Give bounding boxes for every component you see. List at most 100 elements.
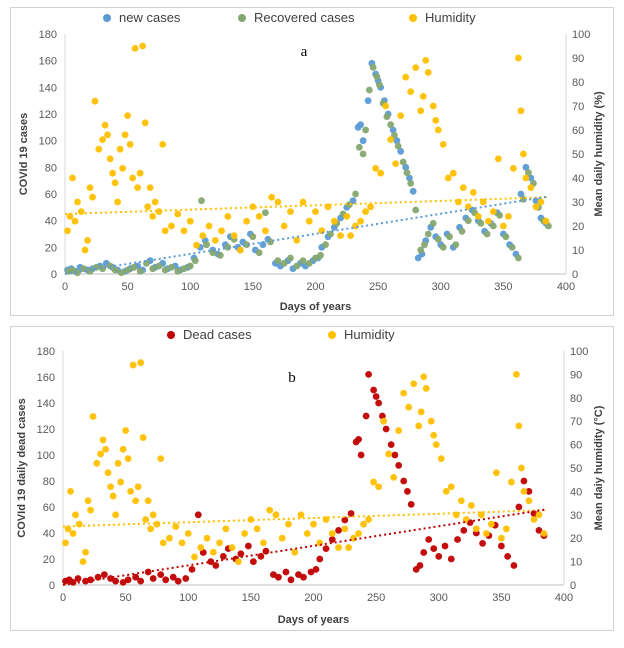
chart-a-point-recovered-cases	[452, 241, 460, 249]
chart-b-point-dead-cases	[420, 549, 428, 556]
chart-a-point-humidity	[419, 93, 427, 100]
chart-a-point-humidity	[119, 165, 127, 172]
chart-b-point-humidity	[117, 478, 125, 486]
chart-a-point-humidity	[224, 213, 232, 220]
chart-a-y-tick-label: 160	[39, 56, 57, 68]
chart-a-y-tick-label: 20	[45, 242, 57, 254]
chart-a-point-recovered-cases	[168, 263, 175, 271]
chart-b-x-tick-label: 400	[555, 592, 573, 604]
chart-b-point-dead-cases	[316, 555, 324, 563]
chart-a-point-humidity	[489, 208, 497, 216]
chart-a-point-humidity	[95, 145, 103, 153]
chart-a-point-recovered-cases	[274, 257, 282, 265]
chart-a-point-humidity	[367, 203, 375, 211]
chart-a-x-tick-label: 200	[306, 281, 324, 293]
chart-a-point-recovered-cases	[224, 243, 232, 251]
chart-a-point-humidity	[527, 184, 535, 192]
chart-b-point-dead-cases	[404, 488, 411, 495]
chart-b-point-humidity	[142, 516, 150, 523]
chart-a-point-humidity	[542, 217, 550, 225]
chart-a-point-recovered-cases	[262, 209, 269, 217]
chart-b-point-humidity	[310, 520, 317, 528]
chart-b-point-dead-cases	[74, 575, 82, 582]
chart-b-point-dead-cases	[262, 547, 270, 555]
chart-a-y2-tick-label: 40	[572, 173, 584, 185]
chart-b-point-humidity	[184, 530, 192, 537]
chart-a-point-humidity	[474, 213, 482, 220]
chart-b-point-humidity	[457, 497, 465, 505]
chart-b-y2-tick-label: 20	[570, 533, 582, 545]
chart-a-point-recovered-cases	[424, 230, 432, 238]
chart-b-point-humidity	[241, 530, 249, 537]
chart-b-point-dead-cases	[504, 553, 512, 560]
chart-a-point-new-cases	[357, 121, 364, 129]
chart-b-y-tick-label: 80	[43, 476, 55, 488]
chart-a-point-recovered-cases	[373, 73, 381, 81]
chart-b-point-humidity	[355, 530, 362, 537]
chart-a-point-humidity	[211, 237, 219, 244]
chart-b-point-dead-cases	[94, 573, 102, 581]
chart-a-point-new-cases	[517, 190, 525, 198]
chart-a-point-recovered-cases	[327, 230, 334, 238]
chart-a-y2-tick-label: 30	[572, 197, 584, 209]
chart-a-point-recovered-cases	[161, 266, 169, 274]
chart-b-point-dead-cases	[312, 566, 320, 573]
chart-b-point-humidity	[507, 478, 515, 486]
chart-b-y2-tick-label: 0	[570, 580, 576, 592]
chart-a-point-humidity	[280, 222, 288, 230]
chart-a-point-recovered-cases	[86, 267, 94, 275]
chart-b-point-humidity	[380, 417, 388, 425]
chart-b-point-humidity	[525, 497, 533, 505]
chart-b-y2-tick-label: 100	[570, 346, 588, 358]
chart-a-point-recovered-cases	[130, 263, 138, 271]
chart-a-point-humidity	[412, 64, 420, 71]
chart-b-point-humidity	[82, 548, 89, 556]
chart-b-point-humidity	[72, 511, 79, 519]
chart-a-point-humidity	[429, 102, 437, 110]
chart-b-point-dead-cases	[372, 393, 380, 400]
chart-b-point-humidity	[102, 445, 109, 453]
chart-a-point-humidity	[74, 198, 81, 206]
chart-b-point-dead-cases	[270, 571, 277, 578]
chart-b-legend-label: Humidity	[344, 327, 395, 342]
chart-a-point-humidity	[161, 227, 169, 235]
chart-a-point-recovered-cases	[255, 249, 263, 257]
chart-b-y-tick-label: 160	[37, 372, 55, 384]
chart-a-point-humidity	[205, 222, 213, 230]
chart-b-point-dead-cases	[525, 488, 533, 495]
chart-a-point-humidity	[517, 107, 525, 115]
chart-b-point-dead-cases	[307, 568, 315, 576]
chart-b-point-humidity	[191, 553, 198, 561]
chart-a-point-humidity	[168, 222, 175, 230]
chart-a-trendline-humidity	[64, 196, 548, 215]
chart-a-y-tick-label: 100	[39, 136, 57, 148]
chart-b-point-humidity	[159, 539, 167, 547]
chart-a-point-humidity	[101, 121, 109, 129]
chart-a-point-humidity	[499, 222, 507, 230]
chart-b-point-humidity	[520, 488, 528, 495]
chart-a-point-humidity	[126, 141, 134, 148]
chart-b-trendline-humidity	[62, 509, 546, 528]
chart-b-point-humidity	[67, 488, 74, 495]
chart-a-point-new-cases	[359, 137, 367, 145]
chart-a-point-humidity	[397, 112, 405, 119]
chart-a-point-recovered-cases	[464, 217, 472, 225]
chart-b-point-dead-cases	[362, 412, 370, 420]
chart-a-legend-marker	[238, 14, 246, 22]
chart-b-point-humidity	[234, 558, 242, 565]
chart-a-point-recovered-cases	[362, 126, 369, 134]
chart-a-point-recovered-cases	[508, 243, 516, 251]
chart-a-point-recovered-cases	[394, 142, 402, 150]
chart-b-point-humidity	[515, 422, 523, 430]
chart-a-point-recovered-cases	[149, 265, 157, 273]
chart-b-point-dead-cases	[520, 477, 528, 485]
chart-b-y2-tick-label: 10	[570, 557, 582, 569]
chart-b-x-tick-label: 100	[179, 592, 197, 604]
chart-a-point-humidity	[343, 213, 351, 220]
chart-b-point-humidity	[316, 539, 324, 547]
chart-b-point-humidity	[157, 455, 165, 463]
chart-b-point-humidity	[203, 534, 211, 542]
chart-b-point-humidity	[535, 511, 543, 519]
chart-a-point-humidity	[330, 217, 338, 225]
chart-b-point-humidity	[166, 534, 173, 542]
